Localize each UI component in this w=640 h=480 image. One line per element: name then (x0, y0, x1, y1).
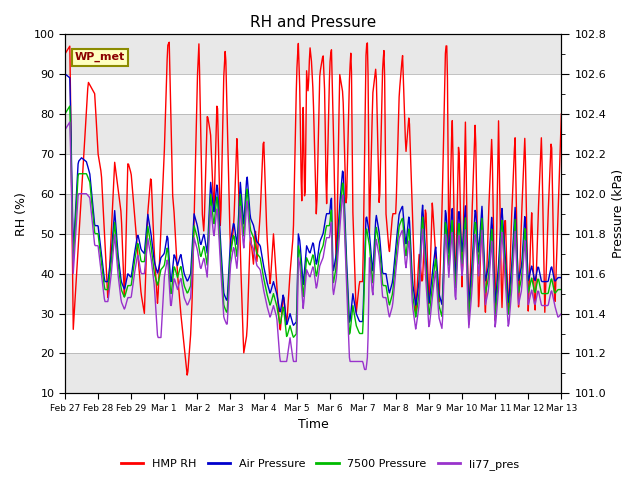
Bar (65, 34, 561, 74)
Y-axis label: RH (%): RH (%) (15, 192, 28, 236)
Y-axis label: Pressure (kPa): Pressure (kPa) (612, 169, 625, 258)
Text: WP_met: WP_met (75, 52, 125, 62)
X-axis label: Time: Time (298, 419, 328, 432)
Bar (65, 114, 561, 154)
Bar (65, 313, 561, 353)
Bar (65, 194, 561, 234)
Bar (65, 154, 561, 194)
Bar (65, 234, 561, 274)
Title: RH and Pressure: RH and Pressure (250, 15, 376, 30)
Legend: HMP RH, Air Pressure, 7500 Pressure, li77_pres: HMP RH, Air Pressure, 7500 Pressure, li7… (116, 455, 524, 474)
Bar (65, 274, 561, 313)
Bar (65, 353, 561, 394)
Bar (65, 74, 561, 114)
